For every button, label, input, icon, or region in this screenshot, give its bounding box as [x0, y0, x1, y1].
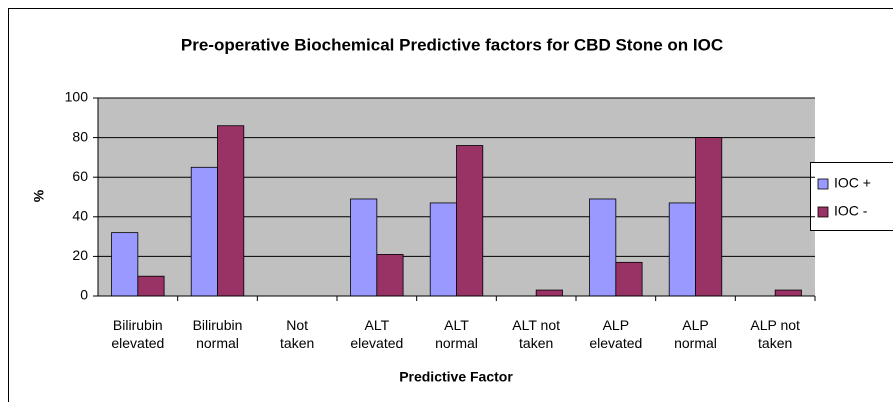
bar — [615, 261, 643, 297]
y-tick-label: 100 — [65, 89, 89, 105]
x-tick-label: ALT normal — [435, 317, 478, 351]
bar — [111, 232, 139, 297]
bar — [376, 254, 404, 297]
bar — [137, 275, 165, 297]
bar — [217, 125, 245, 297]
bar — [429, 202, 457, 297]
y-tick-label: 0 — [80, 287, 88, 303]
legend-swatch — [817, 178, 829, 190]
legend-label: IOC - — [834, 203, 868, 219]
bar — [668, 202, 696, 297]
chart-title: Pre-operative Biochemical Predictive fac… — [181, 35, 723, 54]
y-tick-label: 20 — [72, 247, 88, 263]
legend-swatch — [817, 206, 829, 218]
y-tick-label: 80 — [72, 128, 88, 144]
x-tick-label: ALP not taken — [750, 317, 800, 351]
x-tick-label: ALT elevated — [350, 317, 403, 351]
x-tick-label: Bilirubin normal — [193, 317, 243, 351]
y-axis-title: % — [31, 189, 47, 202]
x-axis-title: Predictive Factor — [399, 369, 513, 385]
x-tick-label: ALP normal — [674, 317, 717, 351]
bar — [589, 198, 617, 297]
legend — [810, 162, 893, 231]
y-tick-label: 40 — [72, 208, 88, 224]
legend-label: IOC + — [834, 175, 871, 191]
x-tick-label: Not taken — [280, 317, 314, 351]
x-tick-label: ALT not taken — [512, 317, 560, 351]
bar — [350, 198, 378, 297]
x-tick-label: Bilirubin elevated — [111, 317, 164, 351]
bar — [695, 137, 723, 297]
y-tick-label: 60 — [72, 168, 88, 184]
x-tick-label: ALP elevated — [589, 317, 642, 351]
bar — [774, 289, 802, 297]
bar — [535, 289, 563, 297]
bar — [456, 145, 484, 297]
bar — [190, 166, 218, 297]
